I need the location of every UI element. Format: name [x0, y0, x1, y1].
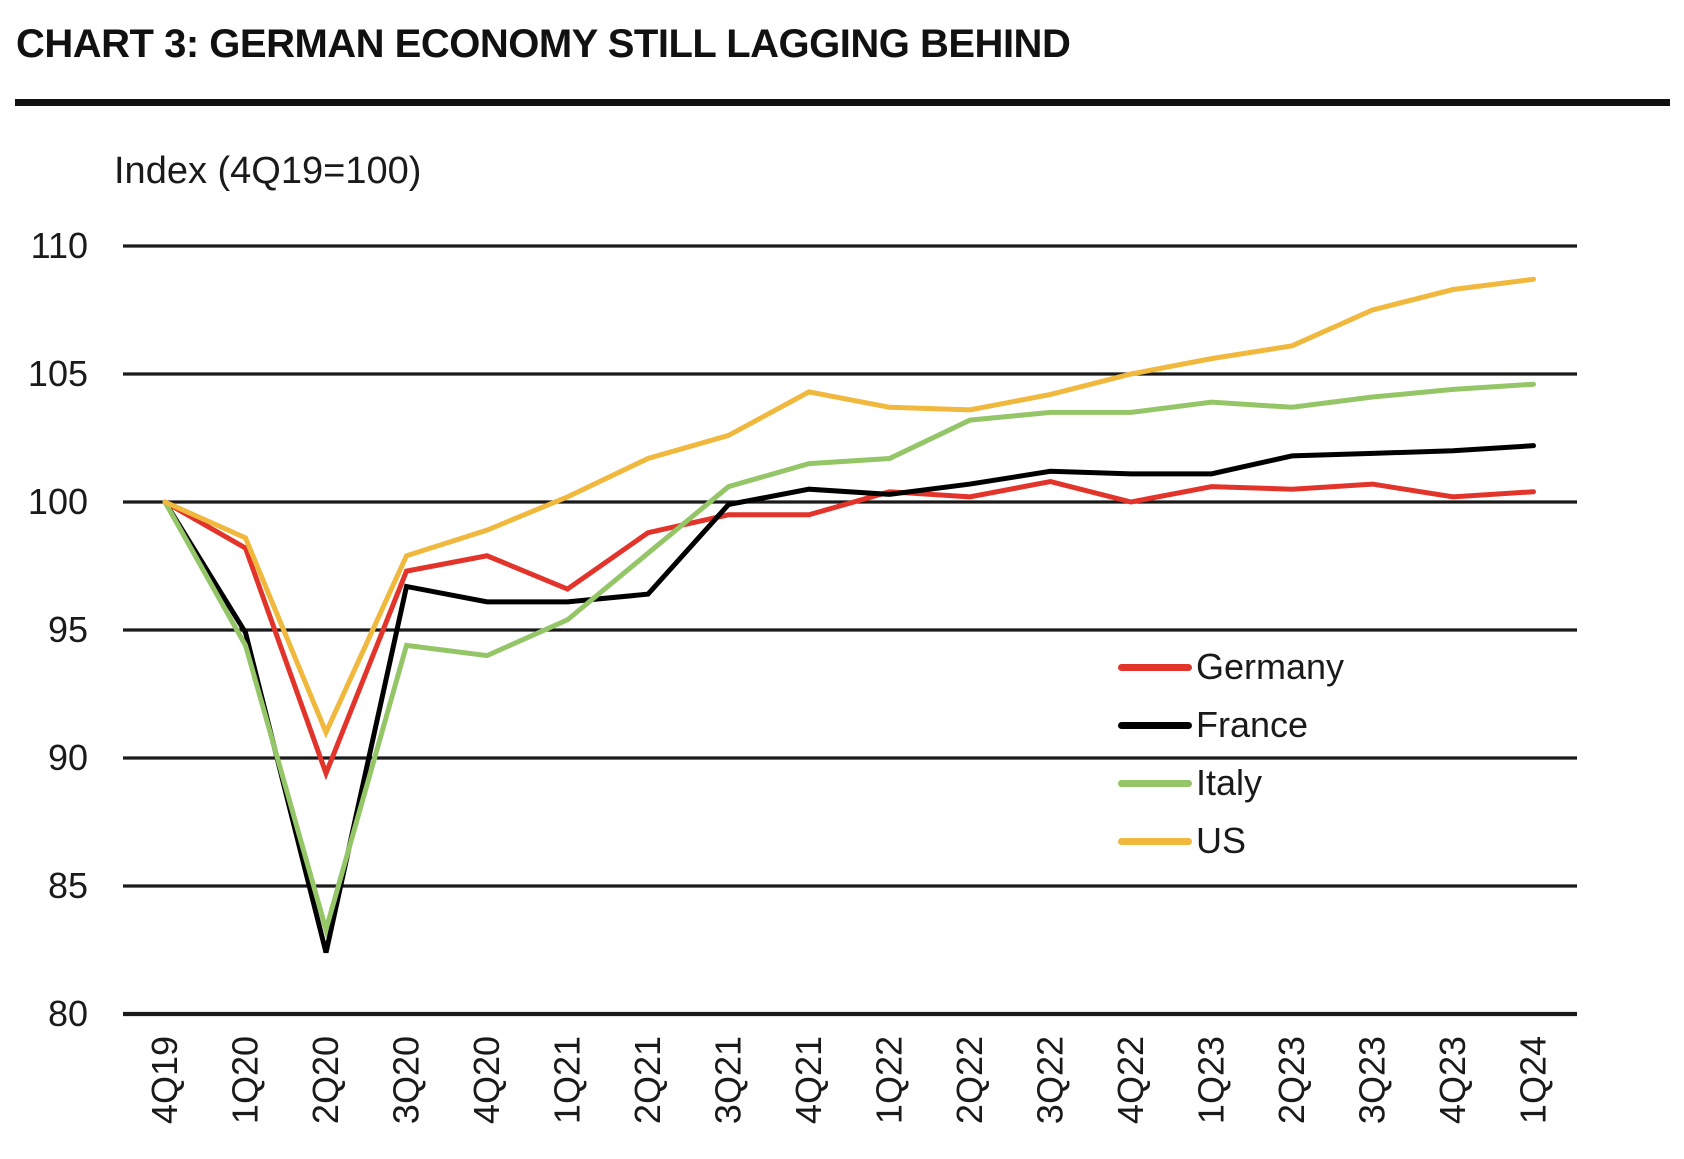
- x-tick-label-3Q21: 3Q21: [708, 1036, 749, 1124]
- title-rule: [15, 99, 1670, 106]
- y-tick-label-85: 85: [48, 865, 88, 906]
- legend-swatch-italy: [1118, 779, 1192, 787]
- x-tick-label-4Q20: 4Q20: [466, 1036, 507, 1124]
- x-tick-label-2Q20: 2Q20: [305, 1036, 346, 1124]
- x-tick-label-3Q20: 3Q20: [386, 1036, 427, 1124]
- x-tick-label-4Q22: 4Q22: [1110, 1036, 1151, 1124]
- x-tick-label-4Q23: 4Q23: [1432, 1036, 1473, 1124]
- x-tick-label-2Q22: 2Q22: [949, 1036, 990, 1124]
- x-tick-label-1Q23: 1Q23: [1191, 1036, 1232, 1124]
- legend-label-us: US: [1196, 820, 1247, 861]
- x-tick-label-1Q21: 1Q21: [547, 1036, 588, 1124]
- legend-item-us: US: [1118, 812, 1344, 870]
- y-tick-label-80: 80: [48, 993, 88, 1034]
- legend-swatch-germany: [1118, 663, 1192, 671]
- y-tick-label-90: 90: [48, 737, 88, 778]
- legend-swatch-us: [1118, 837, 1192, 845]
- chart-subtitle: Index (4Q19=100): [114, 150, 422, 192]
- chart-title: CHART 3: GERMAN ECONOMY STILL LAGGING BE…: [16, 22, 1071, 66]
- y-tick-label-100: 100: [28, 481, 88, 522]
- legend-label-italy: Italy: [1196, 762, 1263, 803]
- x-tick-label-2Q21: 2Q21: [627, 1036, 668, 1124]
- y-tick-label-110: 110: [31, 225, 88, 266]
- x-tick-label-1Q20: 1Q20: [225, 1036, 266, 1124]
- y-tick-label-105: 105: [28, 353, 88, 394]
- series-line-germany: [162, 478, 1536, 781]
- legend-swatch-france: [1118, 721, 1192, 729]
- series-line-italy: [162, 381, 1536, 939]
- series-line-france: [162, 443, 1536, 954]
- y-tick-label-95: 95: [48, 609, 88, 650]
- x-tick-label-2Q23: 2Q23: [1271, 1036, 1312, 1124]
- legend-item-italy: Italy: [1118, 754, 1344, 812]
- x-tick-label-4Q21: 4Q21: [788, 1036, 829, 1124]
- x-tick-label-1Q22: 1Q22: [869, 1036, 910, 1124]
- legend-item-france: France: [1118, 696, 1344, 754]
- x-tick-label-1Q24: 1Q24: [1513, 1036, 1554, 1124]
- x-tick-label-3Q23: 3Q23: [1352, 1036, 1393, 1124]
- legend-label-germany: Germany: [1196, 646, 1345, 687]
- legend: Germany France Italy US: [1118, 638, 1344, 870]
- series-line-us: [162, 276, 1536, 739]
- x-tick-label-3Q22: 3Q22: [1030, 1036, 1071, 1124]
- legend-item-germany: Germany: [1118, 638, 1344, 696]
- x-tick-label-4Q19: 4Q19: [144, 1036, 185, 1124]
- legend-label-france: France: [1196, 704, 1309, 745]
